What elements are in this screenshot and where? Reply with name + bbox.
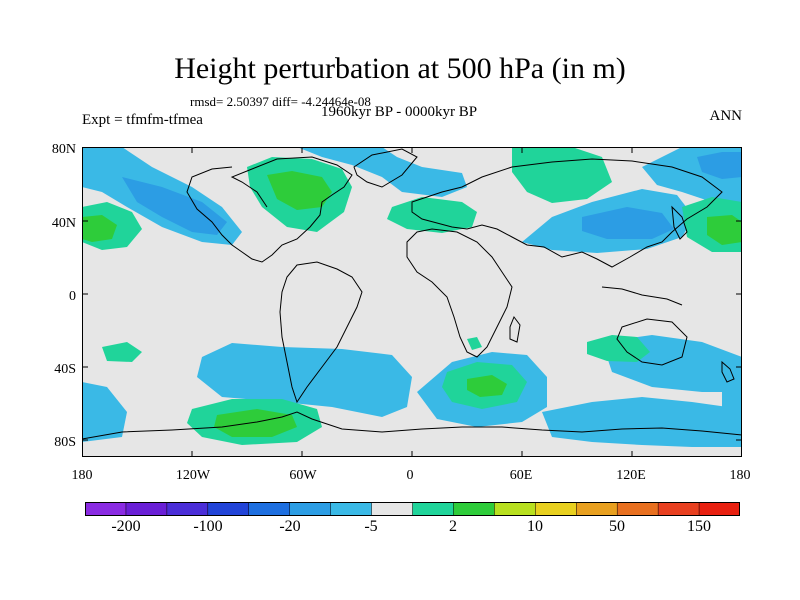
lon-label-60e: 60E	[509, 468, 533, 483]
lon-label-0: 0	[406, 468, 414, 483]
colorbar-swatch	[616, 502, 659, 516]
colorbar-label-150: 150	[687, 518, 711, 535]
coast-indonesia	[601, 286, 683, 306]
coast-madagascar	[509, 315, 521, 343]
colorbar-swatch	[535, 502, 577, 516]
colorbar-label-minus-20: -20	[279, 518, 301, 535]
colorbar-swatch	[657, 502, 700, 516]
tick-marks	[82, 147, 742, 457]
season-label: ANN	[709, 108, 743, 124]
coast-greenland	[353, 148, 418, 188]
coast-eurasia	[411, 158, 723, 268]
coastlines	[82, 148, 742, 440]
experiment-label: Expt = tfmfm-tfmea	[82, 112, 203, 128]
colorbar-swatch	[330, 502, 373, 516]
lon-label-180e: 180	[729, 468, 751, 483]
contour-neg-arctic-west	[82, 147, 112, 171]
plot-title: Height perturbation at 500 hPa (in m)	[174, 52, 626, 85]
colorbar-swatch	[412, 502, 455, 516]
colorbar-label-10: 10	[527, 518, 543, 535]
coast-antarctica	[82, 411, 742, 440]
lat-label-80n: 80N	[51, 142, 76, 157]
coast-africa	[406, 228, 513, 358]
contour-neg-north-atlantic	[297, 147, 467, 197]
coast-new-zealand	[721, 360, 735, 383]
colorbar-label-2: 2	[449, 518, 457, 535]
colorbar-swatch	[248, 502, 291, 516]
colorbar-swatch	[494, 502, 537, 516]
colorbar	[85, 502, 740, 516]
coast-japan	[671, 205, 688, 240]
colorbar-label-minus-200: -200	[111, 518, 141, 535]
coast-australia	[616, 318, 688, 366]
colorbar-swatch	[453, 502, 496, 516]
contour-pos-south-pacific-west	[102, 342, 142, 362]
contour-pos-south-africa-core	[467, 375, 507, 397]
contour-pos-antarctic-core	[214, 409, 297, 437]
lon-label-180w: 180	[71, 468, 93, 483]
contour-pos-siberia	[512, 147, 612, 203]
colorbar-label-50: 50	[609, 518, 625, 535]
contour-fields	[82, 147, 742, 447]
coast-south-america	[279, 261, 363, 404]
contour-neg-asia-core	[582, 207, 674, 239]
lat-label-40s: 40S	[54, 362, 76, 377]
contour-pos-north-pacific-east-core	[82, 215, 117, 242]
colorbar-swatch	[125, 502, 168, 516]
colorbar-swatches	[85, 502, 740, 516]
contour-pos-europe	[387, 197, 477, 233]
lon-label-60w: 60W	[289, 468, 317, 483]
period-label: 1960kyr BP - 0000kyr BP	[321, 104, 478, 120]
contour-neg-east-south	[722, 382, 742, 447]
lon-label-120w: 120W	[175, 468, 211, 483]
lon-label-120e: 120E	[616, 468, 646, 483]
contour-neg-southern-ocean	[542, 397, 742, 447]
colorbar-label-minus-5: -5	[364, 518, 378, 535]
contour-neg-south-atlantic	[197, 343, 412, 417]
colorbar-label-minus-100: -100	[193, 518, 223, 535]
contour-neg-west-south	[82, 382, 127, 442]
contour-pos-africa-spot	[467, 337, 482, 350]
contour-pos-australia	[587, 335, 650, 362]
colorbar-swatch	[371, 502, 414, 516]
lat-label-40n: 40N	[51, 216, 76, 231]
colorbar-swatch	[289, 502, 332, 516]
contour-neg-arctic-east-core	[697, 152, 742, 179]
lat-label-80s: 80S	[54, 435, 76, 450]
colorbar-swatch	[207, 502, 250, 516]
stats-line: rmsd= 2.50397 diff= -4.24464e-08	[190, 94, 371, 109]
contour-neg-north-pacific-core	[122, 177, 227, 235]
contour-pos-north-pacific-west-core	[707, 215, 742, 245]
colorbar-swatch	[576, 502, 618, 516]
colorbar-swatch	[166, 502, 209, 516]
map-panel	[82, 147, 742, 457]
coast-north-america	[186, 156, 353, 263]
lat-label-0: 0	[69, 289, 76, 304]
colorbar-swatch	[698, 502, 740, 516]
contour-pos-north-america-core	[267, 171, 332, 210]
colorbar-swatch	[85, 502, 127, 516]
